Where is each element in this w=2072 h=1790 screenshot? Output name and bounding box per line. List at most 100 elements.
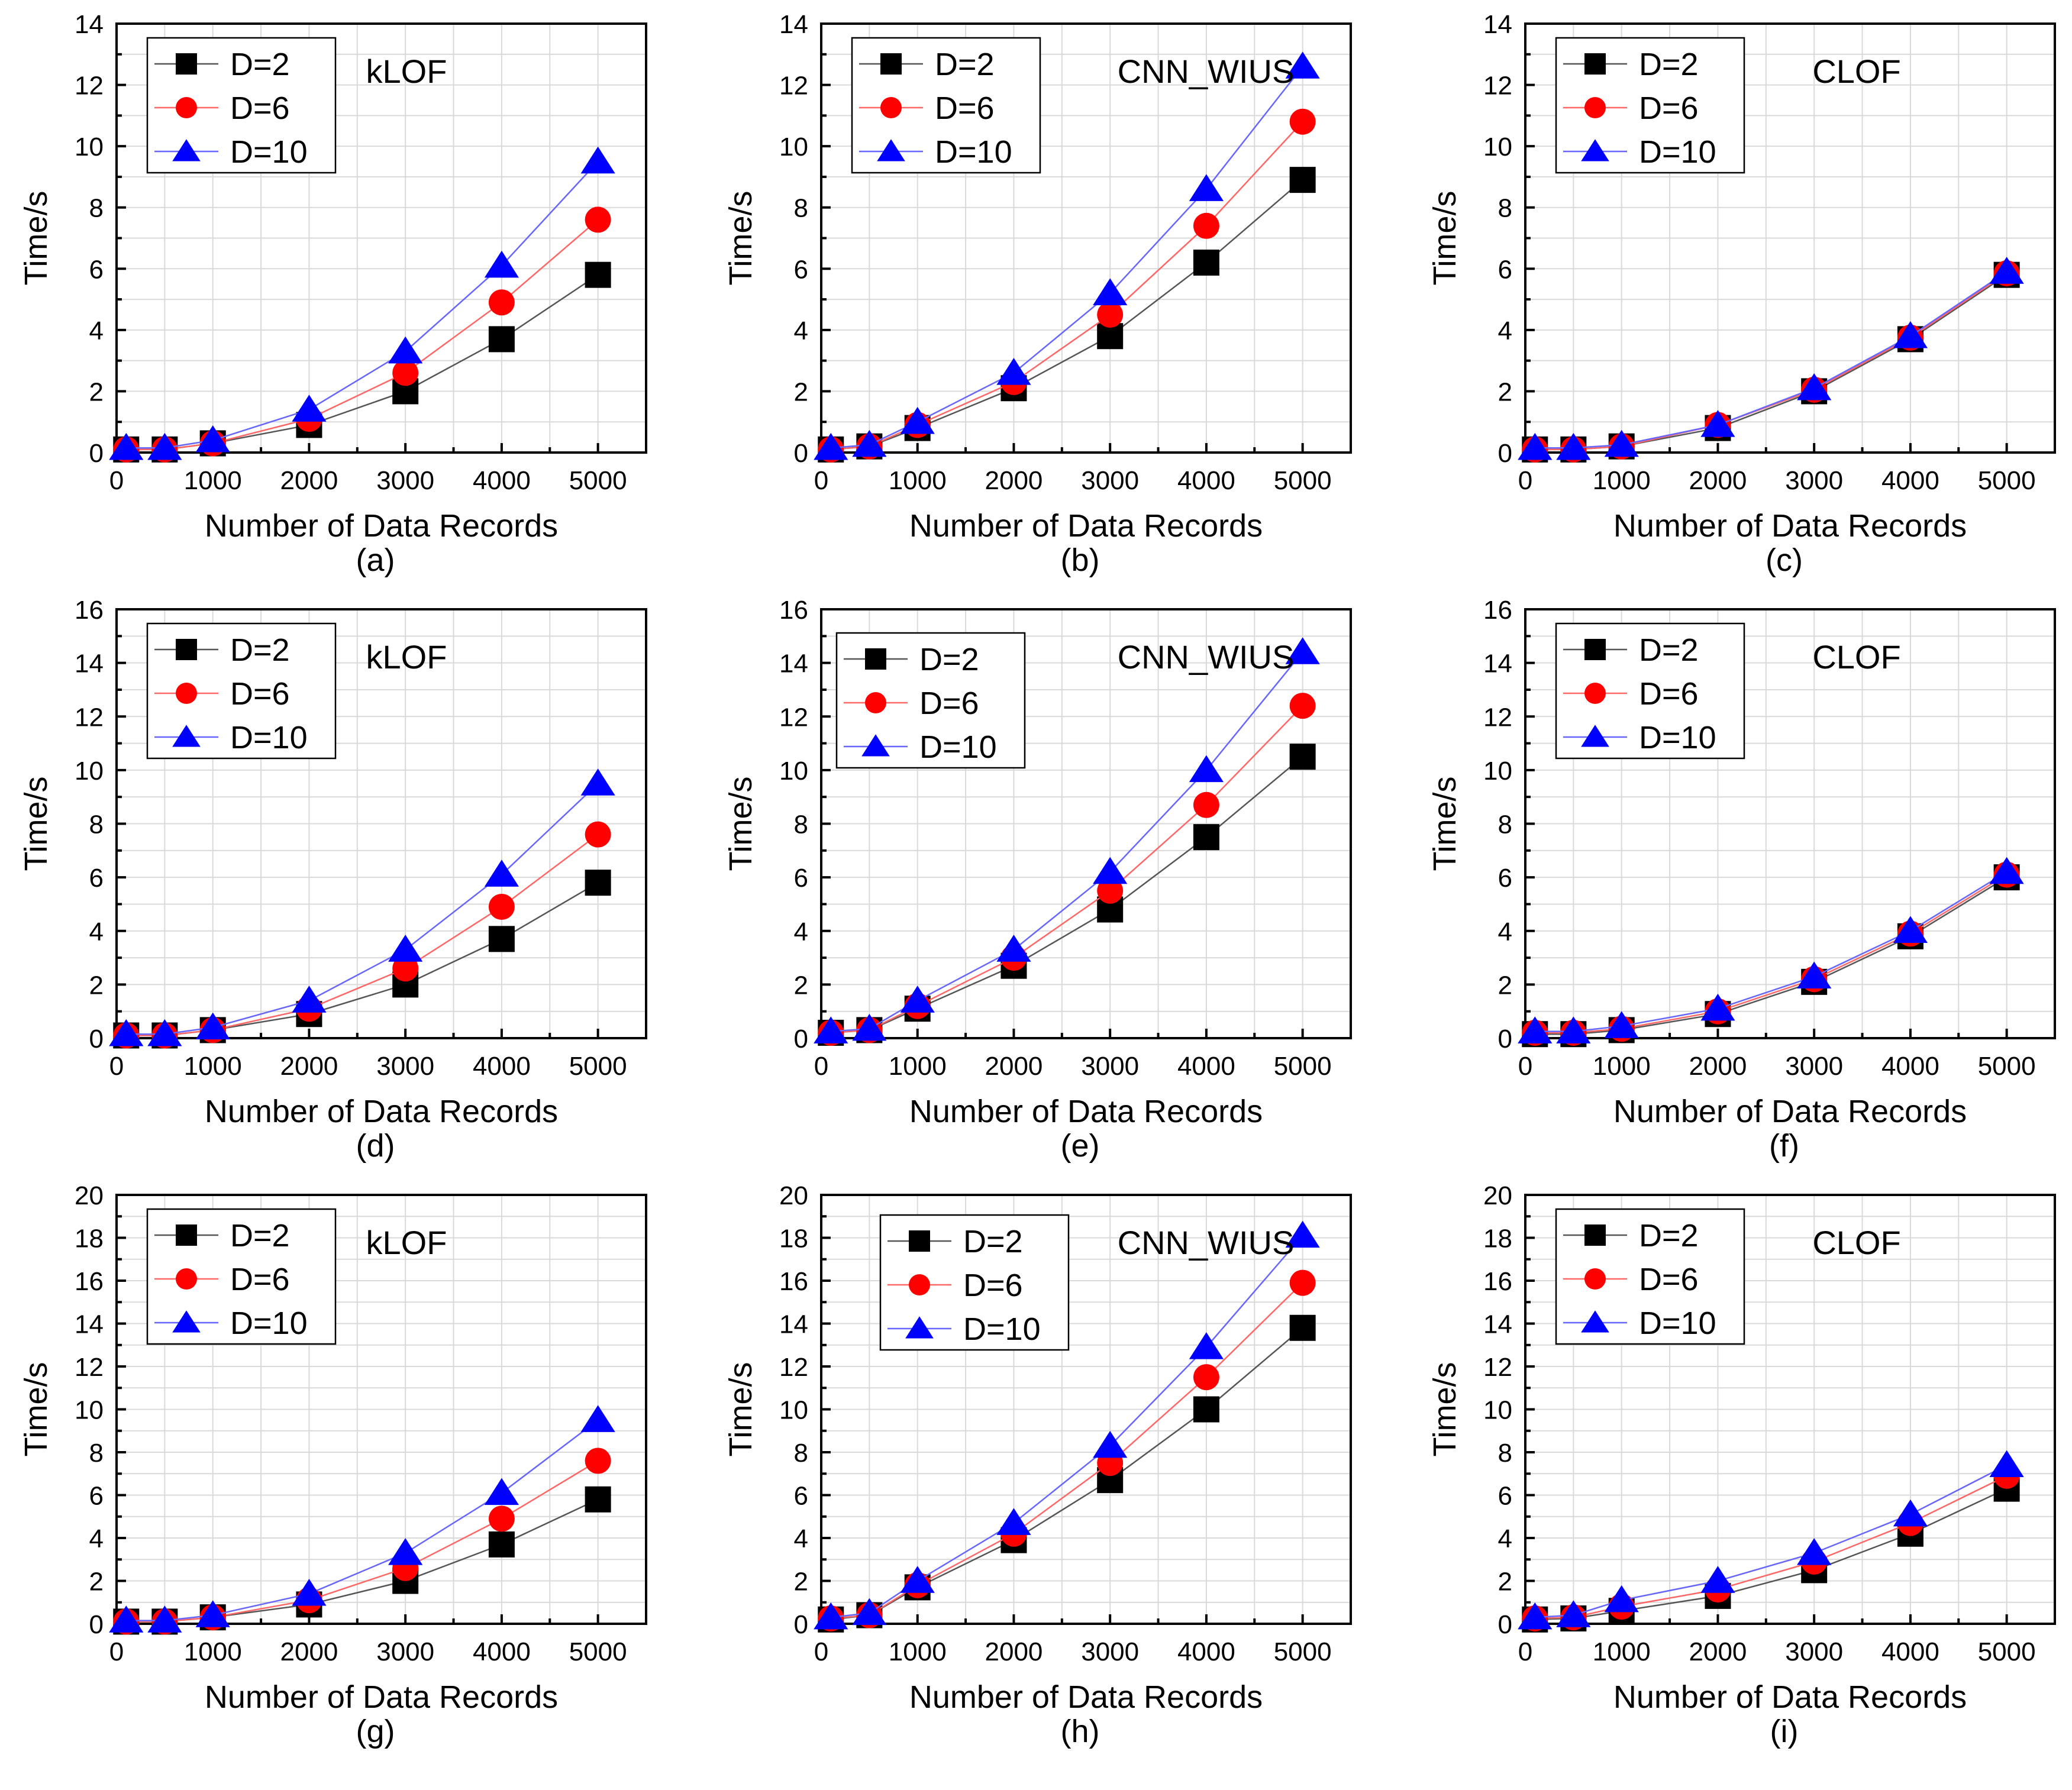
data-point-d10 [580,1405,615,1432]
data-point-d10 [814,432,848,460]
x-axis-label: Number of Data Records [909,1094,1263,1129]
method-label: CNN_WIUS [1118,53,1295,90]
data-point-d2 [585,1486,611,1513]
y-tick-label: 2 [89,971,104,1000]
data-point-d2 [488,1531,515,1558]
y-tick-label: 12 [75,1353,104,1382]
legend-entry-d2: D=2 [230,632,290,668]
y-tick-label: 8 [794,194,808,223]
y-tick-label: 8 [89,1439,104,1468]
x-axis-label: Number of Data Records [1613,1094,1967,1129]
data-point-d2 [1289,167,1316,193]
legend-marker-d2 [1584,1224,1606,1246]
x-tick-label: 3000 [1081,466,1139,495]
series-line-d2 [1535,877,2008,1035]
data-point-d6 [488,1505,515,1532]
panel-label: (d) [356,1128,395,1164]
x-tick-label: 5000 [569,1637,627,1666]
x-tick-label: 1000 [889,1637,947,1666]
y-tick-label: 14 [779,650,808,678]
y-tick-label: 18 [75,1224,104,1253]
data-point-d10 [1285,51,1320,79]
data-point-d10 [852,1598,887,1626]
x-tick-label: 4000 [1177,1637,1235,1666]
panel-label: (a) [356,542,395,578]
panel-label: (h) [1061,1714,1100,1749]
legend-marker-d2 [865,648,886,670]
data-point-d6 [1289,108,1316,135]
x-tick-label: 2000 [1689,1637,1747,1666]
data-point-d6 [488,289,515,316]
x-axis-label: Number of Data Records [909,508,1263,544]
y-tick-label: 4 [89,917,104,946]
y-tick-label: 12 [75,72,104,101]
y-tick-label: 18 [779,1224,808,1253]
x-tick-label: 3000 [376,1637,434,1666]
data-point-d2 [1193,824,1219,851]
data-point-d6 [1193,1364,1219,1391]
data-point-d10 [292,1578,327,1606]
data-point-d2 [488,326,515,353]
y-tick-label: 4 [794,316,808,345]
legend-entry-d2: D=2 [230,1218,290,1253]
data-point-d2 [1193,249,1219,276]
y-tick-label: 2 [794,1568,808,1597]
legend-entry-d10: D=10 [230,134,308,170]
legend-marker-d6 [909,1274,930,1295]
legend-marker-d2 [1584,639,1606,660]
x-tick-label: 2000 [985,1052,1043,1081]
y-tick-label: 16 [75,596,104,625]
x-tick-label: 1000 [1593,1052,1651,1081]
y-tick-label: 10 [779,133,808,161]
x-axis-label: Number of Data Records [205,1094,558,1129]
legend-entry-d6: D=6 [230,91,290,126]
y-axis-label: Time/s [723,777,759,871]
y-tick-label: 10 [75,757,104,786]
legend: D=2 D=6 D=10 [1555,37,1745,174]
y-tick-label: 4 [89,316,104,345]
legend-marker-d6 [1584,1268,1606,1290]
legend-entry-d2: D=2 [1639,632,1699,668]
y-tick-label: 12 [1483,703,1512,732]
series-line-d10 [126,161,599,449]
y-tick-label: 16 [1483,1267,1512,1296]
data-point-d2 [1289,744,1316,770]
data-point-d10 [900,986,935,1013]
data-point-d10 [1518,432,1553,460]
chart-panel-a: 0 1000 2000 3000 4000 5000 0 2 4 6 8 10 12 14 Number o… [18,10,647,578]
y-tick-label: 2 [794,971,808,1000]
data-point-d10 [1518,1602,1553,1630]
legend: D=2 D=6 D=10 [146,1208,337,1345]
legend-entry-d10: D=10 [1639,134,1716,170]
y-tick-label: 8 [89,194,104,223]
y-tick-label: 2 [794,377,808,406]
y-tick-label: 10 [75,133,104,161]
legend-entry-d6: D=6 [935,91,995,126]
series-line-d6 [126,1460,599,1623]
data-point-d10 [1189,174,1224,201]
x-tick-label: 2000 [280,1637,338,1666]
x-axis-label: Number of Data Records [1613,508,1967,544]
data-point-d10 [388,1538,423,1565]
x-tick-label: 0 [109,1637,124,1666]
data-point-d10 [814,1602,848,1630]
legend-entry-d2: D=2 [919,642,979,677]
legend-marker-d6 [865,692,886,713]
data-point-d6 [392,360,419,386]
data-point-d6 [392,955,419,982]
y-tick-label: 16 [779,1267,808,1296]
data-point-d6 [1289,693,1316,719]
chart-panel-f: 0 1000 2000 3000 4000 5000 0 2 4 6 8 10 12 14 16 Number… [1427,596,2056,1164]
series-line-d2 [126,882,599,1036]
y-tick-label: 0 [794,439,808,468]
y-tick-label: 4 [89,1524,104,1553]
y-tick-label: 8 [794,1439,808,1468]
data-point-d10 [292,395,327,422]
legend-entry-d6: D=6 [230,1262,290,1297]
method-label: kLOF [366,53,447,90]
x-tick-label: 1000 [184,466,242,495]
data-point-d10 [1989,1450,2024,1477]
x-tick-label: 5000 [569,466,627,495]
data-point-d10 [996,935,1031,962]
y-tick-label: 8 [794,810,808,839]
